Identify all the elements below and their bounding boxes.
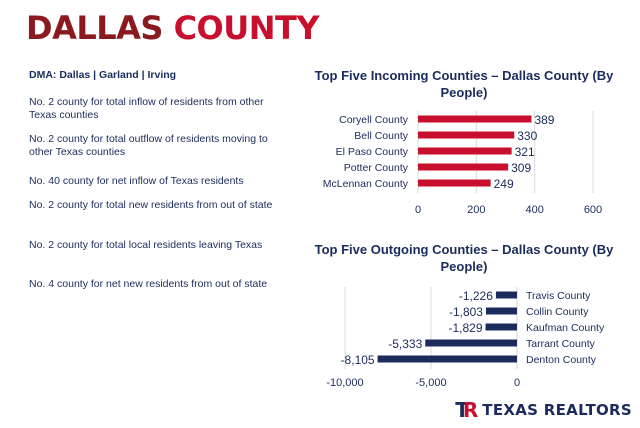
outgoing-bar — [377, 355, 517, 363]
incoming-category-label: McLennan County — [323, 178, 409, 190]
outgoing-category-label: Tarrant County — [526, 338, 596, 350]
outgoing-category-label: Denton County — [526, 354, 597, 366]
title-word-county-name: DALLAS — [26, 9, 163, 47]
incoming-category-label: Potter County — [344, 162, 409, 174]
tr-logo-mark: TR — [455, 398, 479, 422]
incoming-data-label: 389 — [534, 113, 554, 127]
incoming-x-tick-label: 0 — [415, 204, 421, 216]
outgoing-data-label: -1,829 — [449, 321, 483, 335]
incoming-x-tick-label: 600 — [584, 204, 602, 216]
incoming-data-label: 309 — [511, 161, 531, 175]
incoming-bar — [418, 163, 509, 171]
outgoing-category-label: Travis County — [526, 290, 591, 302]
outgoing-bar — [485, 307, 517, 315]
outgoing-data-label: -1,803 — [449, 305, 483, 319]
incoming-category-label: Bell County — [354, 130, 408, 142]
outgoing-category-label: Kaufman County — [526, 322, 605, 334]
outgoing-x-tick-label: -10,000 — [326, 377, 363, 389]
incoming-x-tick-label: 200 — [467, 204, 485, 216]
fact-6: No. 4 county for net new residents from … — [29, 278, 268, 290]
incoming-category-label: Coryell County — [339, 114, 409, 126]
outgoing-chart-title: Top Five Outgoing Counties – Dallas Coun… — [314, 242, 614, 274]
incoming-data-label: 330 — [517, 129, 537, 143]
title-word-county: COUNTY — [173, 9, 320, 47]
logo-text: TEXAS REALTORS — [482, 401, 632, 419]
fact-5: No. 2 county for total local residents l… — [29, 239, 263, 251]
incoming-category-label: El Paso County — [336, 146, 409, 158]
outgoing-data-label: -8,105 — [341, 353, 375, 367]
incoming-data-label: 321 — [515, 145, 535, 159]
outgoing-bar — [495, 291, 517, 299]
outgoing-x-tick-label: 0 — [514, 377, 520, 389]
texas-realtors-logo: TR TEXAS REALTORS — [455, 398, 632, 422]
incoming-bar — [418, 131, 515, 139]
fact-2: No. 2 county for total outflow of reside… — [29, 133, 268, 158]
outgoing-data-label: -5,333 — [388, 337, 422, 351]
fact-3: No. 40 county for net inflow of Texas re… — [29, 175, 244, 187]
outgoing-bar — [485, 323, 517, 331]
incoming-bar — [418, 115, 532, 123]
outgoing-x-tick-label: -5,000 — [415, 377, 446, 389]
fact-4: No. 2 county for total new residents fro… — [29, 199, 273, 211]
outgoing-category-label: Collin County — [526, 306, 589, 318]
incoming-bar — [418, 179, 491, 187]
incoming-data-label: 249 — [494, 177, 514, 191]
outgoing-data-label: -1,226 — [459, 289, 493, 303]
incoming-chart-title: Top Five Incoming Counties – Dallas Coun… — [314, 68, 614, 100]
page-title: DALLAS COUNTY — [26, 9, 320, 47]
incoming-bar — [418, 147, 512, 155]
fact-1: No. 2 county for total inflow of residen… — [29, 96, 264, 121]
outgoing-bar — [425, 339, 517, 347]
incoming-x-tick-label: 400 — [525, 204, 543, 216]
dma-line: DMA: Dallas | Garland | Irving — [29, 69, 177, 81]
